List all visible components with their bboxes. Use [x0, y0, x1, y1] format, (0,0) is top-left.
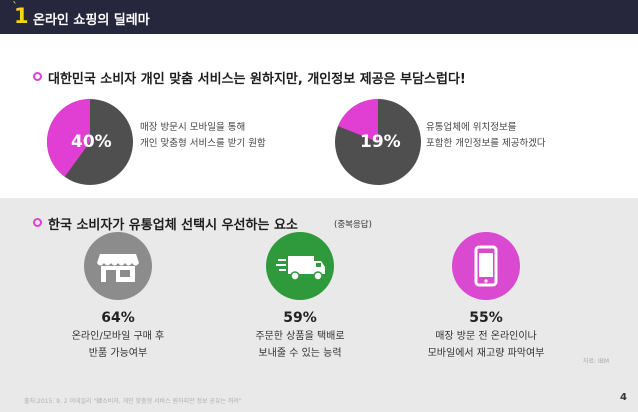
item-description-line: 보내줄 수 있는 능력: [258, 348, 342, 359]
section-number: 1: [14, 4, 29, 28]
pie-chart-40: [47, 99, 133, 185]
item-description-line: 모바일에서 재고량 파악여부: [427, 348, 545, 359]
percent-value: 64%: [101, 310, 135, 326]
priority-section: 한국 소비자가 유통업체 선택시 우선하는 요소 (중복응답) 64% 온라인/…: [0, 198, 638, 412]
header-tick-mark: `: [12, 0, 18, 14]
item-description-line: 매장 방문 전 온라인이나: [435, 331, 537, 342]
header-bar: ` 1 온라인 쇼핑의 딜레마: [0, 0, 638, 34]
pie-slice: [47, 99, 90, 177]
data-source-note: 자료: IBM: [583, 358, 610, 365]
pie-description-line: 포함한 개인정보를 제공하겠다: [426, 138, 546, 149]
truck-glyph: [276, 256, 325, 281]
pie-slice: [338, 99, 378, 142]
survey-section: 대한민국 소비자 개인 맞춤 서비스는 원하지만, 개인정보 제공은 부담스럽다…: [0, 34, 638, 198]
pie-description-line: 매장 방문시 모바일을 통해: [140, 122, 246, 133]
bullet-ring-icon: [33, 72, 42, 81]
item-description-line: 반품 가능여부: [88, 348, 148, 359]
bullet-ring-icon: [33, 218, 42, 227]
delivery-truck-icon: [266, 232, 334, 300]
section2-heading: 한국 소비자가 유통업체 선택시 우선하는 요소: [48, 218, 298, 233]
pie-value-label: 40%: [71, 132, 112, 152]
page-title: 온라인 쇼핑의 딜레마: [33, 13, 150, 28]
multiple-response-note: (중복응답): [334, 220, 372, 230]
smartphone-glyph: [474, 245, 498, 287]
page-number: 4: [620, 392, 627, 403]
item-description-line: 온라인/모바일 구매 후: [71, 331, 165, 342]
section1-heading: 대한민국 소비자 개인 맞춤 서비스는 원하지만, 개인정보 제공은 부담스럽다…: [48, 72, 466, 87]
store-glyph: [97, 254, 139, 282]
footer-source: 출처:2015. 9. 2 이데일리 "韓소비자, 개인 맞춤형 서비스 원하지…: [24, 398, 242, 405]
percent-value: 59%: [283, 310, 317, 326]
percent-value: 55%: [469, 310, 503, 326]
pie-chart-19: [335, 99, 421, 185]
smartphone-icon: [452, 232, 520, 300]
pie-description-line: 유통업체에 위치정보를: [426, 122, 517, 133]
item-description-line: 주문한 상품을 택배로: [255, 331, 345, 342]
pie-value-label: 19%: [360, 132, 401, 152]
store-icon: [84, 232, 152, 300]
pie-description-line: 개인 맞춤형 서비스를 받기 원함: [140, 138, 266, 149]
